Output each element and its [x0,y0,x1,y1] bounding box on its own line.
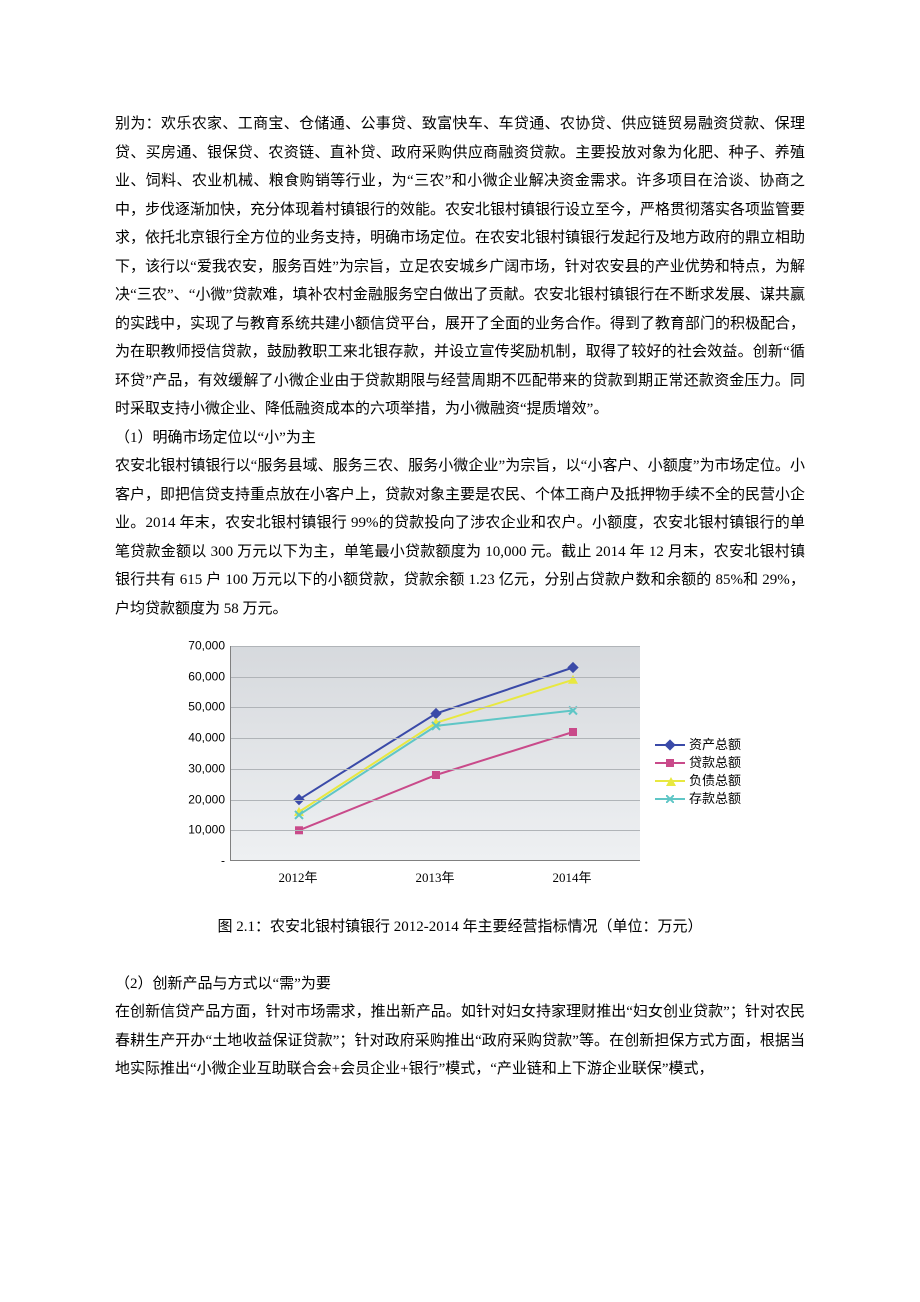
y-tick-label: 50,000 [165,696,225,719]
legend-item: 存款总额 [655,790,741,808]
chart-lines [231,646,640,860]
line-chart: 资产总额贷款总额负债总额存款总额 - 10,000 20,000 30,000 40,0… [160,641,800,901]
y-tick-label: - [165,850,225,873]
x-tick-label: 2013年 [415,866,454,891]
subsection-1-body: 农安北银村镇银行以“服务县域、服务三农、服务小微企业”为宗旨，以“小客户、小额度… [115,452,805,623]
chart-caption: 图 2.1：农安北银村镇银行 2012-2014 年主要经营指标情况（单位：万元… [115,913,805,942]
y-tick-label: 60,000 [165,665,225,688]
paragraph-main: 别为：欢乐农家、工商宝、仓储通、公事贷、致富快车、车贷通、农协贷、供应链贸易融资… [115,110,805,424]
y-tick-label: 70,000 [165,635,225,658]
chart-container: 资产总额贷款总额负债总额存款总额 - 10,000 20,000 30,000 40,0… [160,641,805,901]
legend-label: 存款总额 [689,787,741,812]
y-tick-label: 10,000 [165,819,225,842]
x-tick-label: 2014年 [552,866,591,891]
chart-legend: 资产总额贷款总额负债总额存款总额 [655,736,741,808]
y-tick-label: 20,000 [165,788,225,811]
y-tick-label: 30,000 [165,757,225,780]
subsection-2-title: （2）创新产品与方式以“需”为要 [115,970,805,999]
x-tick-label: 2012年 [278,866,317,891]
plot-area [230,646,640,861]
y-tick-label: 40,000 [165,727,225,750]
subsection-1-title: （1）明确市场定位以“小”为主 [115,424,805,453]
subsection-2-body: 在创新信贷产品方面，针对市场需求，推出新产品。如针对妇女持家理财推出“妇女创业贷… [115,998,805,1084]
